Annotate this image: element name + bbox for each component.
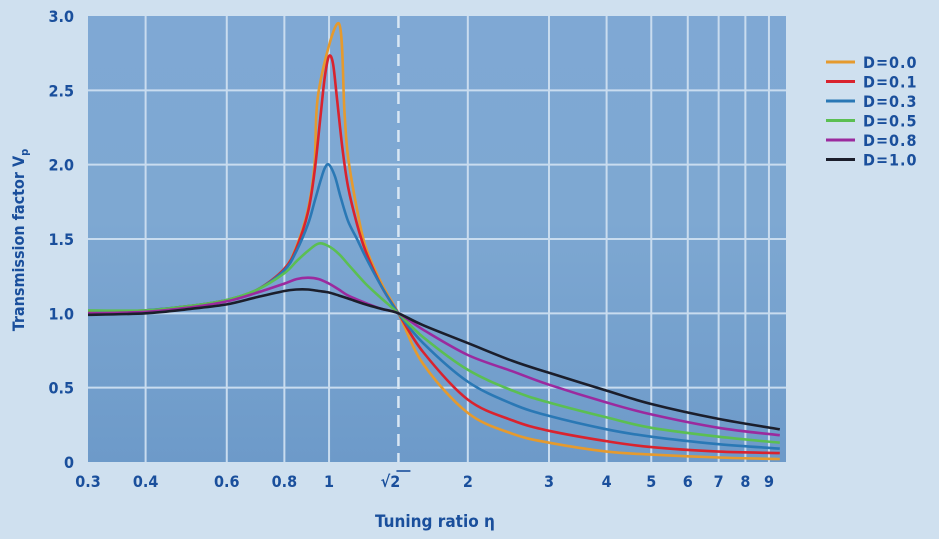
legend-label: D=0.1 (863, 73, 918, 92)
legend-label: D=0.3 (863, 92, 918, 111)
y-tick-label: 3.0 (49, 7, 75, 26)
series-line-4 (88, 276, 780, 437)
x-tick-label: √2 (381, 472, 401, 491)
legend-label: D=0.0 (863, 53, 918, 72)
y-tick-label: 0.5 (49, 379, 75, 398)
y-tick-label: 2.0 (49, 156, 75, 175)
legend-label: D=0.8 (863, 131, 918, 150)
x-tick-label: 7 (714, 472, 724, 491)
y-tick-label: 0 (64, 453, 74, 472)
x-axis-title: Tuning ratio η (375, 512, 495, 532)
x-tick-label: 5 (646, 472, 656, 491)
y-axis-title-subscript: p (18, 149, 31, 156)
x-axis-title-text: Tuning ratio η (375, 512, 495, 532)
x-tick-label: 3 (544, 472, 554, 491)
x-tick-label: 2 (463, 472, 473, 491)
y-tick-label: 1.0 (49, 304, 75, 323)
series-line-3 (88, 242, 780, 444)
x-tick-label: 0.8 (272, 472, 298, 491)
x-tick-label: 4 (602, 472, 612, 491)
series-line-5 (88, 288, 781, 431)
x-tick-label: 9 (764, 472, 774, 491)
x-tick-label: 1 (324, 472, 334, 491)
x-tick-label: 8 (740, 472, 750, 491)
y-axis-title-text: Transmission factor V (9, 155, 28, 331)
legend: D=0.0D=0.1D=0.3D=0.5D=0.8D=1.0 (826, 53, 918, 170)
y-tick-label: 2.5 (49, 81, 75, 100)
series-group (88, 22, 781, 461)
x-tick-label: 0.6 (214, 472, 240, 491)
grid (88, 16, 786, 462)
x-tick-label: 6 (683, 472, 693, 491)
x-tick-label: 0.4 (133, 472, 159, 491)
x-tick-label: 0.3 (75, 472, 101, 491)
x-tick-labels: 0.3 0.4 0.6 0.8 1 √2 2 3 4 5 6 7 8 9 (75, 470, 774, 491)
y-axis-title: Transmission factor Vp (9, 149, 31, 331)
legend-label: D=0.5 (863, 112, 918, 131)
legend-label: D=1.0 (863, 151, 918, 170)
y-tick-label: 1.5 (49, 230, 75, 249)
y-tick-labels: 0 0.5 1.0 1.5 2.0 2.5 3.0 (49, 7, 75, 472)
